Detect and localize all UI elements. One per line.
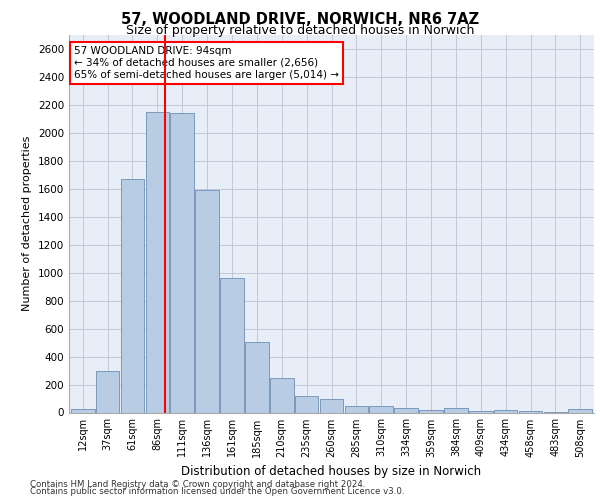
- Bar: [96, 370, 119, 412]
- Bar: [146, 112, 169, 412]
- Bar: [195, 190, 219, 412]
- Bar: [568, 409, 592, 412]
- Bar: [469, 411, 493, 412]
- Text: Contains public sector information licensed under the Open Government Licence v3: Contains public sector information licen…: [30, 487, 404, 496]
- Text: 57, WOODLAND DRIVE, NORWICH, NR6 7AZ: 57, WOODLAND DRIVE, NORWICH, NR6 7AZ: [121, 12, 479, 28]
- Bar: [245, 342, 269, 412]
- Bar: [295, 396, 319, 412]
- Text: 57 WOODLAND DRIVE: 94sqm
← 34% of detached houses are smaller (2,656)
65% of sem: 57 WOODLAND DRIVE: 94sqm ← 34% of detach…: [74, 46, 339, 80]
- Y-axis label: Number of detached properties: Number of detached properties: [22, 136, 32, 312]
- Bar: [121, 179, 144, 412]
- Bar: [344, 406, 368, 412]
- Bar: [394, 408, 418, 412]
- Bar: [170, 114, 194, 412]
- Text: Size of property relative to detached houses in Norwich: Size of property relative to detached ho…: [126, 24, 474, 37]
- Bar: [220, 278, 244, 412]
- Bar: [270, 378, 293, 412]
- Bar: [370, 406, 393, 412]
- Bar: [444, 408, 468, 412]
- Bar: [71, 409, 95, 412]
- Bar: [519, 411, 542, 412]
- Bar: [320, 399, 343, 412]
- Bar: [494, 410, 517, 412]
- Bar: [419, 410, 443, 412]
- X-axis label: Distribution of detached houses by size in Norwich: Distribution of detached houses by size …: [181, 465, 482, 478]
- Text: Contains HM Land Registry data © Crown copyright and database right 2024.: Contains HM Land Registry data © Crown c…: [30, 480, 365, 489]
